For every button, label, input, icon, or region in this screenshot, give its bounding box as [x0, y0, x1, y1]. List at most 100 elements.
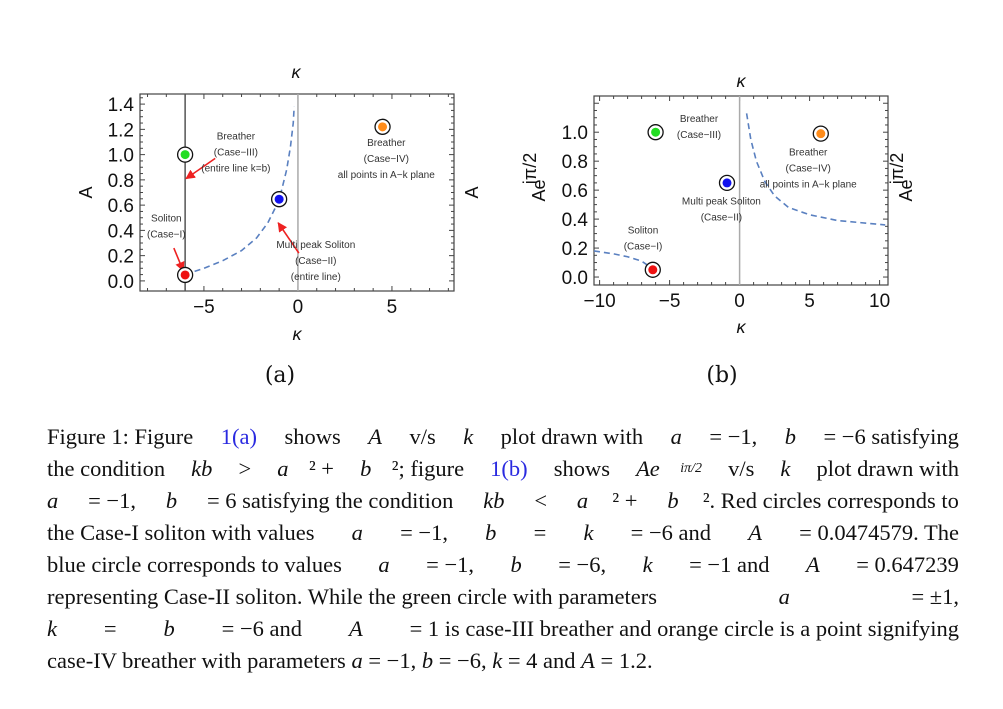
- multi-peak-soliton-case-ii-point: [274, 194, 284, 204]
- breather-case-iv-point: [378, 122, 388, 132]
- caption-text: <: [528, 488, 553, 513]
- caption-line: case-IV breather with parameters a = −1,…: [47, 645, 959, 677]
- caption-line: the Case-I soliton with values a = −1, b…: [47, 517, 959, 549]
- panel-a-plot: −5 0 5 0.0 0.2 0.4 0.6 0.8 1.0 1.2 1.4 Breather (Cas…: [76, 62, 482, 344]
- y-axis-label-exponent: iπ/2: [887, 153, 907, 184]
- breather-case-iii-point: [651, 127, 661, 137]
- red-arrow: [173, 247, 185, 272]
- caption-text: A: [748, 520, 762, 545]
- caption-text: case-IV breather with parameters: [47, 648, 352, 673]
- x-axis-label-top: κ: [737, 71, 747, 91]
- caption-text: ². Red circles corresponds to: [702, 488, 959, 513]
- y-tick-label: 1.2: [108, 120, 134, 141]
- caption-text: ² +: [612, 488, 644, 513]
- caption-text: b: [485, 520, 497, 545]
- caption-text: a: [576, 488, 589, 513]
- y-tick-label: 0.6: [108, 196, 134, 217]
- caption-text: v/s: [403, 424, 442, 449]
- caption-text: kb: [191, 456, 213, 481]
- caption-line: a = −1, b = 6 satisfying the condition k…: [47, 485, 959, 517]
- caption-text: v/s: [722, 456, 760, 481]
- caption-text: plot drawn with: [810, 456, 959, 481]
- caption-line: representing Case-II soliton. While the …: [47, 581, 959, 613]
- caption-text: = 0.647239: [850, 552, 959, 577]
- caption-text: b: [421, 648, 434, 673]
- caption-text: = −1,: [703, 424, 763, 449]
- caption-text: A: [368, 424, 382, 449]
- figure-reference-link[interactable]: 1(b): [490, 456, 528, 481]
- figure-reference-link[interactable]: 1(a): [220, 424, 257, 449]
- x-axis-label-bottom: κ: [737, 317, 747, 337]
- y-tick-label: 1.0: [108, 146, 134, 167]
- caption-text: k: [492, 648, 503, 673]
- y-tick-label: 0.2: [562, 239, 588, 260]
- caption-text: b: [667, 488, 679, 513]
- caption-text: = 6 satisfying the condition: [201, 488, 460, 513]
- caption-text: Ae: [636, 456, 660, 481]
- caption-text: ² +: [308, 456, 340, 481]
- caption-text: k: [583, 520, 594, 545]
- caption-text: the condition: [47, 456, 171, 481]
- annotation-label: (Case−III): [214, 147, 258, 158]
- red-arrow: [185, 157, 216, 180]
- y-axis-label-right: A: [462, 186, 482, 198]
- caption-text: k: [780, 456, 791, 481]
- soliton-case-i-point: [648, 265, 658, 275]
- y-tick-label: 0.2: [108, 247, 134, 268]
- dashed-curve: [745, 113, 886, 226]
- annotation-label: (Case−I): [624, 242, 663, 253]
- x-tick-label: −5: [659, 291, 681, 312]
- caption-text: = −6,: [433, 648, 493, 673]
- caption-text: = −1 and: [683, 552, 776, 577]
- caption-text: a: [778, 584, 790, 609]
- caption-text: b: [510, 552, 522, 577]
- caption-text: the Case-I soliton with values: [47, 520, 321, 545]
- annotation-label: (Case−IV): [786, 163, 831, 174]
- caption-text: shows: [278, 424, 347, 449]
- red-arrow: [277, 222, 300, 254]
- caption-text: = ±1,: [905, 584, 959, 609]
- caption-text: = −6,: [552, 552, 612, 577]
- caption-text: = −1,: [362, 648, 422, 673]
- caption-text: iπ/2: [680, 461, 703, 476]
- annotation-label: (Case−II): [701, 213, 742, 224]
- annotation-label: (Case−IV): [364, 154, 409, 165]
- plot-frame: [593, 95, 889, 286]
- figure-caption: Figure 1: Figure 1(a) shows A v/s k plot…: [47, 421, 959, 677]
- caption-text: representing Case-II soliton. While the …: [47, 584, 663, 609]
- caption-text: A: [348, 616, 363, 641]
- x-tick-label: 5: [387, 297, 398, 318]
- caption-text: b: [360, 456, 372, 481]
- caption-text: ²; figure: [391, 456, 470, 481]
- y-tick-label: 0.4: [108, 221, 135, 242]
- y-tick-label: 1.4: [108, 95, 135, 116]
- caption-line: blue circle corresponds to values a = −1…: [47, 549, 959, 581]
- caption-text: A: [581, 648, 595, 673]
- caption-text: = −1,: [82, 488, 142, 513]
- caption-text: = −6 and: [216, 616, 308, 641]
- annotation-label: Multi peak Soliton: [276, 240, 355, 251]
- annotation-label: Multi peak Soliton: [682, 197, 761, 208]
- x-tick-label: −5: [193, 297, 215, 318]
- caption-text: = −6 and: [625, 520, 717, 545]
- caption-text: = −6 satisfying: [817, 424, 959, 449]
- caption-text: k: [463, 424, 474, 449]
- y-tick-label: 0.6: [562, 181, 588, 202]
- caption-line: Figure 1: Figure 1(a) shows A v/s k plot…: [47, 421, 959, 453]
- annotation-label: all points in A−k plane: [760, 179, 857, 190]
- caption-text: = −1,: [420, 552, 480, 577]
- caption-text: = 1.2.: [594, 648, 653, 673]
- annotation-label: (entire line k=b): [201, 163, 270, 174]
- annotation-label: Breather: [367, 138, 406, 149]
- y-tick-label: 0.0: [108, 272, 134, 293]
- caption-text: b: [163, 616, 175, 641]
- breather-case-iv-point: [816, 129, 826, 139]
- x-tick-label: 0: [734, 291, 745, 312]
- caption-text: kb: [483, 488, 505, 513]
- annotation-label: Breather: [680, 114, 719, 125]
- y-tick-label: 0.8: [562, 152, 588, 173]
- y-tick-label: 0.0: [562, 268, 588, 289]
- annotation-label: (Case−I): [147, 230, 186, 241]
- caption-text: shows: [548, 456, 616, 481]
